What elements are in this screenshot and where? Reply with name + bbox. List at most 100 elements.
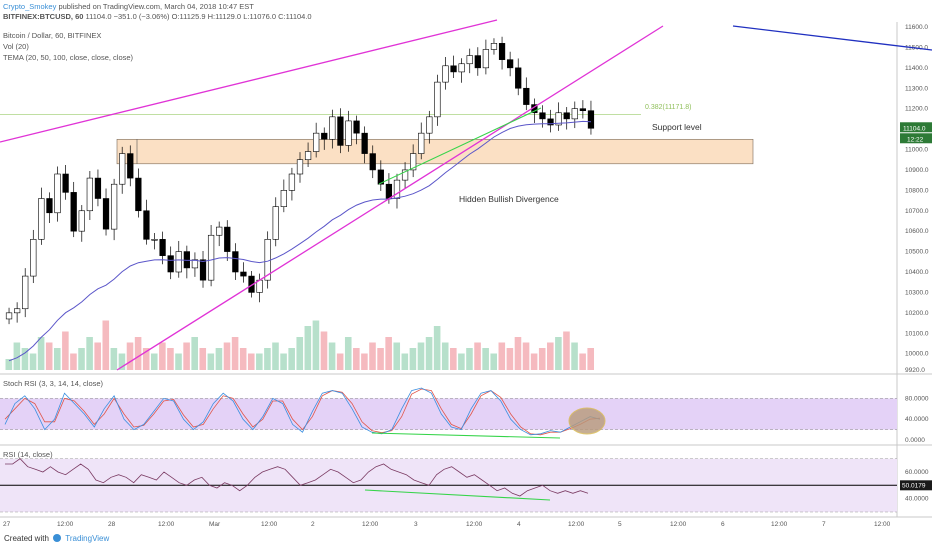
close-value: C:11104.0 <box>278 12 312 21</box>
candle-body <box>401 169 409 181</box>
price-axis-tick-label: 11000.0 <box>905 147 928 154</box>
tradingview-brand[interactable]: TradingView <box>65 534 110 543</box>
volume-bar <box>296 337 304 370</box>
legend-volume[interactable]: Vol (20) <box>3 42 29 51</box>
volume-bar <box>579 353 586 370</box>
rsi-line <box>5 458 589 497</box>
candle-body <box>329 116 336 140</box>
volume-bar <box>377 348 384 370</box>
candle-body <box>135 177 142 212</box>
publisher-name[interactable]: Crypto_Smokey <box>3 2 57 11</box>
tema-line <box>8 120 592 362</box>
tradingview-logo-icon <box>53 534 62 542</box>
volume-bar <box>134 337 142 370</box>
legend-tema[interactable]: TEMA (20, 50, 100, close, close, close) <box>3 53 134 62</box>
candle-body <box>183 251 190 269</box>
published-text: published on TradingView.com, March 04, … <box>58 2 254 11</box>
volume-bar <box>280 353 287 370</box>
low-value: L:11076.0 <box>243 12 277 21</box>
volume-bar <box>312 320 320 370</box>
publish-info: Crypto_Smokey published on TradingView.c… <box>3 2 254 11</box>
candle-body <box>86 177 93 212</box>
last-price-tag-label: 11104.0 <box>903 125 926 132</box>
candle-body <box>377 169 384 185</box>
volume-bar <box>385 337 392 370</box>
candle-body <box>127 153 134 179</box>
volume-bar <box>272 342 279 370</box>
volume-bar <box>353 348 360 370</box>
candle-body <box>337 116 344 146</box>
highlight-ellipse <box>568 407 606 435</box>
volume-bar <box>344 337 352 370</box>
candle-body <box>304 151 312 161</box>
stoch-k-line <box>4 387 601 436</box>
candle-body <box>563 112 570 120</box>
volume-bar <box>191 337 198 370</box>
candle-body <box>143 210 150 240</box>
time-axis-tick-label: 12:00 <box>57 521 74 528</box>
time-axis-tick-label: 3 <box>414 521 418 528</box>
volume-bar <box>417 342 425 370</box>
time-axis-tick-label: 12:00 <box>261 521 278 528</box>
countdown-tag-label: 12:22 <box>907 136 924 143</box>
volume-bar <box>490 353 498 370</box>
upper-trendline <box>0 19 498 143</box>
legend-title[interactable]: Bitcoin / Dollar, 60, BITFINEX <box>3 31 102 40</box>
candle-body <box>232 251 239 273</box>
candle-body <box>46 198 53 214</box>
candle-body <box>498 43 506 60</box>
support-zone <box>116 138 754 165</box>
volume-bar <box>247 353 255 370</box>
volume-bar <box>207 353 215 370</box>
time-axis-tick-label: 2 <box>311 521 315 528</box>
volume-bar <box>215 348 223 370</box>
volume-bar <box>409 348 417 370</box>
candle-body <box>119 153 126 185</box>
support-level-annotation[interactable]: Support level <box>652 122 702 132</box>
ohlc-bar: BITFINEX:BTCUSD, 60 11104.0 −351.0 (−3.0… <box>3 12 312 21</box>
time-axis-tick-label: Mar <box>209 521 221 528</box>
time-axis-tick-label: 6 <box>721 521 725 528</box>
volume-bar <box>53 348 61 370</box>
rsi-last-tag <box>900 480 932 491</box>
high-value: H:11129.0 <box>207 12 242 21</box>
volume-bar <box>142 348 150 370</box>
price-axis-tick-label: 10500.0 <box>905 249 929 256</box>
volume-bar <box>530 353 538 370</box>
symbol-label: BITFINEX:BTCUSD, 60 <box>3 12 84 21</box>
volume-bar <box>94 342 101 370</box>
candle-body <box>240 271 247 277</box>
divergence-line-rsi <box>364 489 551 501</box>
candle-body <box>191 259 199 269</box>
volume-bar <box>458 353 465 370</box>
volume-bar <box>401 353 409 370</box>
volume-bar <box>555 337 562 370</box>
time-axis-tick-label: 12:00 <box>670 521 687 528</box>
candle-body <box>410 153 417 171</box>
candle-body <box>30 239 37 277</box>
volume-bar <box>239 348 247 370</box>
volume-bar <box>361 353 368 370</box>
time-axis-tick-label: 28 <box>108 521 116 528</box>
candle-body <box>442 65 449 83</box>
candle-body <box>369 153 376 171</box>
footer: Created with TradingView <box>4 534 109 543</box>
price-axis-tick-label: 10200.0 <box>905 310 929 317</box>
volume-bar <box>78 348 85 370</box>
legend-stoch-rsi[interactable]: Stoch RSI (3, 3, 14, 14, close) <box>3 379 104 388</box>
candle-body <box>361 132 368 154</box>
candle-body <box>110 183 118 230</box>
legend-rsi[interactable]: RSI (14, close) <box>3 450 53 459</box>
volume-bar <box>369 342 376 370</box>
candle-body <box>13 308 21 314</box>
candle-body <box>62 173 69 193</box>
price-axis-tick-label: 10800.0 <box>905 187 929 194</box>
divergence-annotation[interactable]: Hidden Bullish Divergence <box>459 194 559 204</box>
volume-bar <box>167 348 174 370</box>
volume-bar <box>336 353 344 370</box>
volume-bar <box>288 348 295 370</box>
volume-bar <box>498 342 506 370</box>
volume-bar <box>223 342 231 370</box>
